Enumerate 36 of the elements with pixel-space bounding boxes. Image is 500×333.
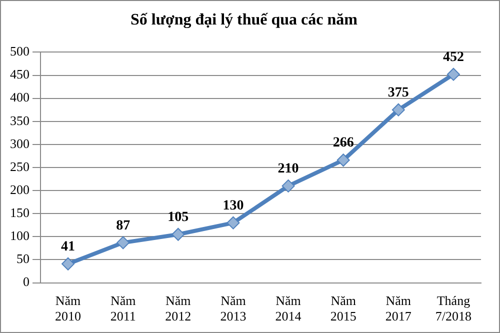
y-tick-label: 450 bbox=[10, 66, 30, 82]
x-tick-label: Năm 2013 bbox=[220, 293, 246, 324]
x-tick-label: Năm 2010 bbox=[55, 293, 82, 324]
x-tick-label: Năm 2014 bbox=[275, 293, 302, 324]
point bbox=[336, 154, 350, 167]
y-tick-label: 500 bbox=[10, 44, 30, 59]
y-tick-label: 400 bbox=[10, 90, 30, 105]
data-label: 87 bbox=[116, 218, 130, 234]
y-tick-label: 100 bbox=[10, 228, 30, 244]
y-tick-label: 300 bbox=[10, 136, 30, 151]
y-tick-label: 250 bbox=[10, 158, 30, 174]
x-tick-label: Tháng 7/2018 bbox=[435, 293, 472, 324]
point bbox=[116, 236, 130, 250]
data-label: 266 bbox=[332, 136, 354, 151]
y-tick-label: 350 bbox=[10, 112, 30, 128]
point bbox=[172, 228, 185, 241]
y-tick-label: 50 bbox=[16, 251, 30, 266]
x-tick-label: Năm 2017 bbox=[385, 293, 412, 324]
point bbox=[62, 257, 75, 270]
x-tick-label: Năm 2012 bbox=[165, 293, 192, 324]
point bbox=[392, 103, 405, 116]
y-tick-label: 200 bbox=[10, 182, 30, 197]
data-label: 130 bbox=[222, 198, 244, 214]
chart-title: Số lượng đại lý thuế qua các năm bbox=[130, 12, 358, 29]
x-tick-label: Năm 2015 bbox=[330, 293, 356, 324]
point bbox=[282, 179, 295, 192]
data-label: 210 bbox=[278, 162, 299, 177]
y-tick-label: 150 bbox=[10, 205, 30, 220]
data-label: 41 bbox=[61, 240, 76, 254]
data-label: 452 bbox=[442, 50, 464, 65]
y-tick-label: 0 bbox=[23, 274, 30, 290]
point bbox=[446, 68, 460, 81]
point bbox=[226, 216, 240, 230]
x-tick-label: Năm 2011 bbox=[110, 293, 136, 324]
data-label: 105 bbox=[168, 210, 189, 225]
data-label: 375 bbox=[388, 85, 409, 100]
